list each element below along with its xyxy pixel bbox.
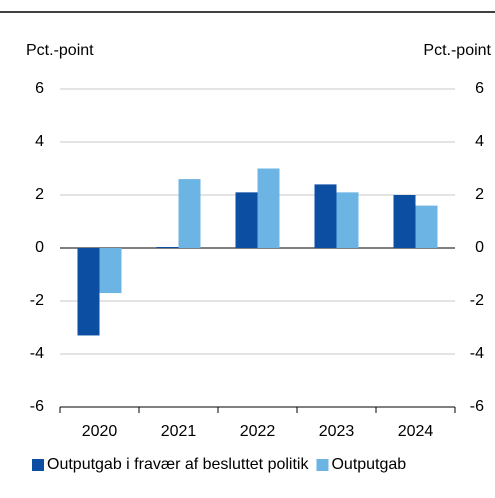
- x-tick-label: 2023: [319, 423, 355, 440]
- y2-tick-label: -2: [470, 292, 484, 309]
- y-tick-label: 2: [35, 186, 44, 203]
- legend-swatch: [316, 459, 329, 471]
- legend-label: Outputgab: [331, 456, 406, 473]
- bar: [235, 192, 258, 248]
- y2-tick-label: -4: [470, 345, 484, 362]
- bar: [77, 248, 100, 336]
- bar: [336, 192, 359, 248]
- y-tick-label: -6: [30, 398, 44, 415]
- x-tick-label: 2021: [161, 423, 197, 440]
- y2-tick-label: 6: [475, 80, 484, 97]
- y2-tick-label: 2: [475, 186, 484, 203]
- y-tick-label: 6: [35, 80, 44, 97]
- bar: [178, 179, 201, 248]
- y2-tick-label: 0: [475, 239, 484, 256]
- bar: [393, 195, 416, 248]
- y-tick-label: -2: [30, 292, 44, 309]
- y2-tick-label: 4: [475, 133, 484, 150]
- x-tick-label: 2024: [398, 423, 434, 440]
- bar: [99, 248, 122, 294]
- bar: [415, 205, 438, 248]
- bar: [314, 184, 337, 248]
- x-tick-label: 2022: [240, 423, 276, 440]
- y2-tick-label: -6: [470, 398, 484, 415]
- y2-axis-label: Pct.-point: [423, 42, 491, 59]
- y-axis-label: Pct.-point: [26, 42, 94, 59]
- legend-swatch: [32, 459, 44, 471]
- y-tick-label: -4: [30, 345, 44, 362]
- x-tick-label: 2020: [82, 423, 118, 440]
- y-tick-label: 4: [35, 133, 44, 150]
- bar: [156, 247, 179, 248]
- bar: [257, 168, 280, 248]
- legend-label: Outputgab i fravær af besluttet politik: [47, 456, 309, 473]
- y-tick-label: 0: [35, 239, 44, 256]
